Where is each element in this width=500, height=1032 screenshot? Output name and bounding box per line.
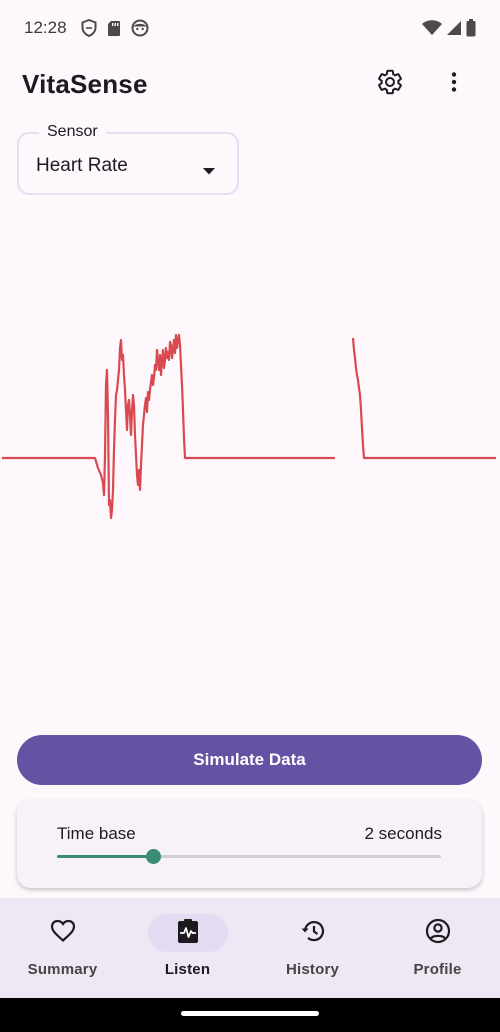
simulate-data-button[interactable]: Simulate Data [17, 735, 482, 785]
time-base-card: Time base 2 seconds [17, 800, 482, 888]
nav-item-summary[interactable]: Summary [0, 898, 125, 998]
time-base-label: Time base [57, 824, 136, 843]
status-icons-left [81, 19, 149, 37]
app-title: VitaSense [22, 68, 148, 99]
heart-icon [50, 919, 76, 948]
app-actions [366, 60, 478, 108]
time-base-slider-thumb[interactable] [146, 849, 161, 864]
wifi-icon [422, 20, 442, 36]
history-icon [300, 919, 326, 948]
sensor-value: Heart Rate [36, 155, 128, 176]
nav-label-profile: Profile [413, 961, 462, 978]
status-icons-right [422, 19, 476, 37]
nav-indicator-history [273, 914, 353, 952]
signal-icon [446, 20, 462, 36]
waveform-segment-2 [351, 337, 496, 460]
status-time: 12:28 [24, 18, 67, 37]
nav-label-listen: Listen [164, 961, 211, 978]
nav-indicator-listen [147, 914, 228, 952]
face-icon [131, 19, 149, 37]
nav-item-listen[interactable]: Listen [125, 898, 250, 998]
heart-rate-waveform [2, 333, 496, 520]
more-options-button[interactable] [430, 60, 478, 108]
dropdown-arrow-icon [203, 162, 215, 180]
nav-label-summary: Summary [27, 961, 98, 978]
nav-item-profile[interactable]: Profile [375, 898, 500, 998]
shield-icon [81, 19, 97, 37]
sensor-dropdown[interactable]: Sensor Heart Rate [17, 123, 239, 195]
settings-button[interactable] [366, 60, 414, 108]
home-gesture-handle[interactable] [181, 1011, 319, 1016]
battery-icon [466, 19, 476, 37]
sensor-label: Sensor [39, 123, 106, 141]
account-circle-icon [425, 918, 451, 949]
time-base-slider[interactable] [57, 849, 441, 864]
waveform-segment-1 [2, 333, 335, 520]
time-base-slider-fill [57, 855, 153, 858]
nav-item-history[interactable]: History [250, 898, 375, 998]
nav-indicator-summary [23, 914, 103, 952]
more-vert-icon [442, 70, 466, 99]
settings-icon [376, 68, 404, 101]
gesture-navigation-bar [0, 998, 500, 1032]
monitor-heart-icon [176, 918, 200, 949]
nav-indicator-profile [398, 914, 478, 952]
sd-card-icon [107, 20, 121, 37]
app-bar: VitaSense [0, 56, 500, 112]
status-bar: 12:28 [0, 0, 500, 56]
time-base-value: 2 seconds [364, 824, 443, 843]
nav-label-history: History [285, 961, 340, 978]
bottom-navigation: Summary Listen History Profile [0, 898, 500, 998]
